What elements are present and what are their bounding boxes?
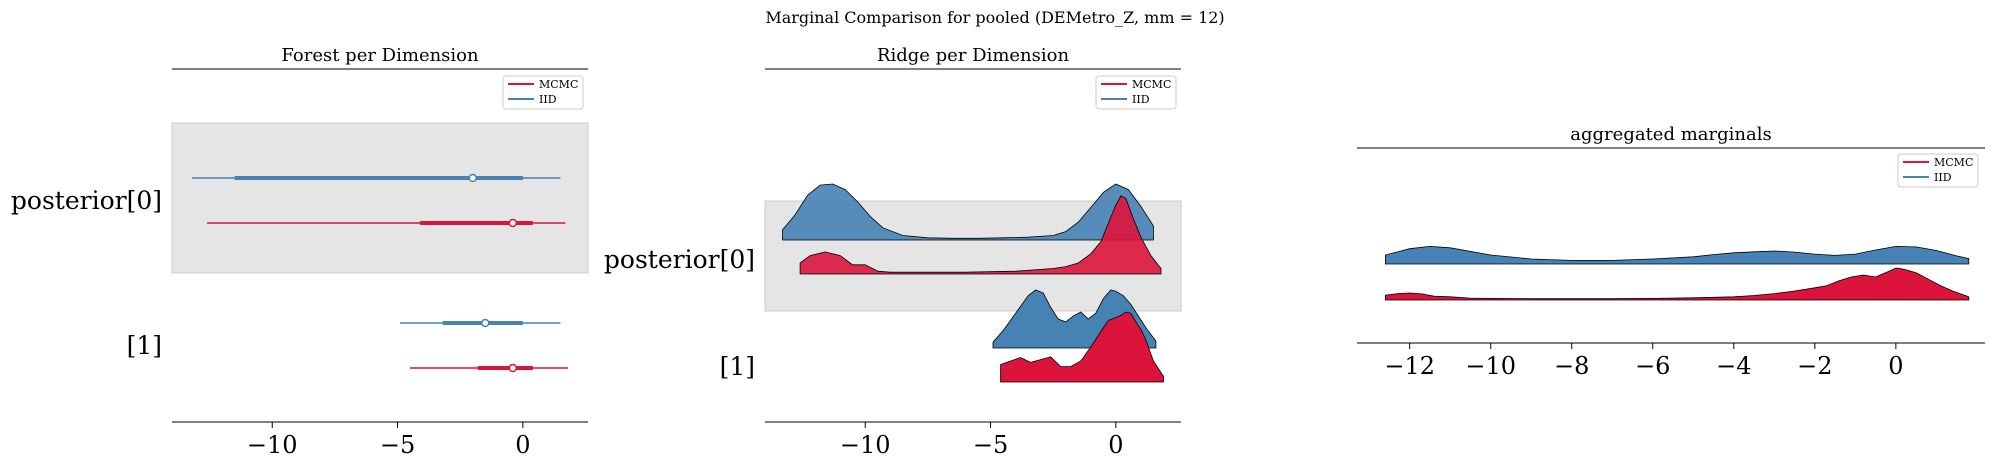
aggregated-xtick-label: −2 xyxy=(1797,352,1832,380)
ridge-legend-iid: IID xyxy=(1132,93,1150,106)
aggregated-xtick-label: −10 xyxy=(1465,352,1516,380)
aggregated-density-iid xyxy=(1384,245,1970,265)
forest-median-iid-1 xyxy=(481,318,490,328)
aggregated-legend-mcmc: MCMC xyxy=(1934,156,1973,169)
figure-suptitle: Marginal Comparison for pooled (DEMetro_… xyxy=(765,8,1224,27)
forest-legend-iid: IID xyxy=(539,93,557,106)
ridge-density-mcmc-0 xyxy=(799,195,1162,275)
forest-median-iid-0 xyxy=(468,173,477,183)
forest-row-label-0: posterior[0] xyxy=(11,186,162,215)
forest-panel: Forest per Dimension −10 −5 0 posterior[0]… xyxy=(11,45,589,459)
aggregated-xtick-label: −4 xyxy=(1716,352,1751,380)
aggregated-xtick-label: 0 xyxy=(1888,352,1903,380)
forest-highlight-band xyxy=(171,122,589,274)
aggregated-xtick-label: −6 xyxy=(1635,352,1670,380)
ridge-density-mcmc-1 xyxy=(1000,311,1164,383)
ridge-density-iid-0 xyxy=(782,183,1154,241)
ridge-xtick-label: 0 xyxy=(1108,431,1123,459)
ridge-xtick-label: −5 xyxy=(973,431,1008,459)
forest-legend-mcmc: MCMC xyxy=(539,78,578,91)
ridge-row-label-1: [1] xyxy=(720,352,755,381)
forest-xtick-label: 0 xyxy=(515,431,530,459)
ridge-title: Ridge per Dimension xyxy=(877,45,1070,66)
ridge-row-label-0: posterior[0] xyxy=(604,245,755,274)
aggregated-xtick-label: −12 xyxy=(1384,352,1435,380)
forest-median-mcmc-1 xyxy=(508,363,518,373)
forest-legend: MCMC IID xyxy=(502,75,584,110)
forest-xtick-label: −5 xyxy=(380,431,415,459)
aggregated-title: aggregated marginals xyxy=(1570,124,1771,145)
forest-title: Forest per Dimension xyxy=(281,45,479,66)
aggregated-density-mcmc xyxy=(1384,267,1970,301)
ridge-panel: Ridge per Dimension −10 −5 0 posterior[0] … xyxy=(604,45,1182,459)
aggregated-legend-iid: IID xyxy=(1934,171,1952,184)
forest-row-label-1: [1] xyxy=(127,331,162,360)
aggregated-legend: MCMC IID xyxy=(1897,153,1979,188)
forest-median-mcmc-0 xyxy=(508,218,518,228)
ridge-xtick-label: −10 xyxy=(840,431,891,459)
ridge-legend: MCMC IID xyxy=(1095,75,1177,110)
aggregated-xtick-label: −8 xyxy=(1554,352,1589,380)
forest-xtick-label: −10 xyxy=(247,431,298,459)
aggregated-panel: aggregated marginals −12 −10 −8 −6 −4 −2 0 MCM… xyxy=(1357,124,1985,380)
ridge-legend-mcmc: MCMC xyxy=(1132,78,1171,91)
